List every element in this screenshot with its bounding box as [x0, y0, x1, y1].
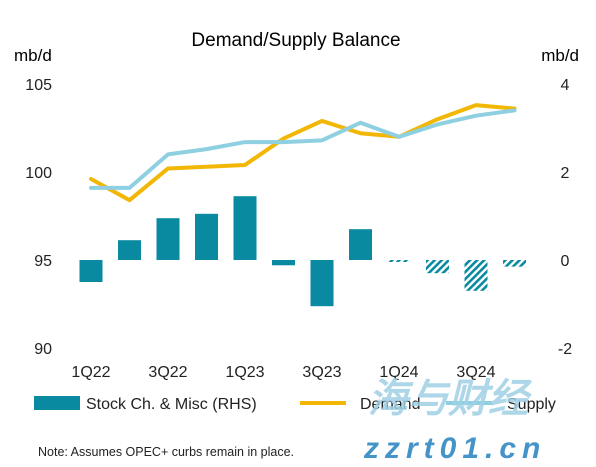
bar-4q23: [349, 229, 372, 260]
bar-2q23: [272, 260, 295, 266]
bar-1q22: [79, 260, 103, 282]
watermark-line1: 海与财经: [368, 377, 533, 421]
bar-3q24: [464, 260, 488, 291]
bar-3q23: [310, 260, 334, 307]
right-tick-label: 4: [561, 77, 570, 94]
left-axis-ticks: 90 95 100 105: [25, 77, 52, 358]
chart-title: Demand/Supply Balance: [191, 30, 400, 51]
left-tick-label: 90: [34, 341, 52, 358]
legend-label-stock-change: Stock Ch. & Misc (RHS): [86, 396, 257, 413]
right-tick-label: 2: [561, 165, 570, 182]
watermark: 海与财经 zzrt01.cn: [363, 377, 546, 465]
left-tick-label: 105: [25, 77, 52, 94]
bar-4q22: [195, 213, 218, 260]
legend-label-supply: Supply: [507, 396, 556, 413]
bar-1q23: [233, 196, 257, 260]
x-tick-label: 1Q24: [379, 364, 418, 381]
chart-note: Note: Assumes OPEC+ curbs remain in plac…: [38, 445, 294, 459]
x-tick-label: 1Q22: [71, 364, 110, 381]
watermark-line2: zzrt01.cn: [363, 432, 546, 465]
x-tick-label: 1Q23: [225, 364, 264, 381]
bar-4q24: [503, 260, 526, 267]
left-axis-unit: mb/d: [14, 46, 52, 65]
bar-series-stock-change: [79, 196, 526, 307]
right-axis-ticks: -2 0 2 4: [558, 77, 572, 358]
legend-swatch-stock-change: [34, 396, 80, 410]
line-supply: [89, 108, 517, 190]
x-tick-label: 3Q23: [302, 364, 341, 381]
right-tick-label: 0: [561, 253, 570, 270]
x-tick-label: 3Q24: [456, 364, 495, 381]
right-axis-unit: mb/d: [541, 46, 579, 65]
bar-3q22: [156, 218, 180, 260]
x-axis-ticks: 1Q22 3Q22 1Q23 3Q23 1Q24 3Q24: [71, 364, 495, 381]
bar-2q24: [426, 260, 449, 274]
legend-label-demand: Demand: [360, 396, 420, 413]
line-demand: [89, 103, 517, 203]
line-series: [89, 103, 517, 203]
left-tick-label: 95: [34, 253, 52, 270]
bar-2q22: [118, 240, 141, 260]
right-tick-label: -2: [558, 341, 572, 358]
left-tick-label: 100: [25, 165, 52, 182]
x-tick-label: 3Q22: [148, 364, 187, 381]
legend: Stock Ch. & Misc (RHS) Demand Supply: [34, 396, 556, 413]
bar-1q24: [387, 260, 411, 262]
